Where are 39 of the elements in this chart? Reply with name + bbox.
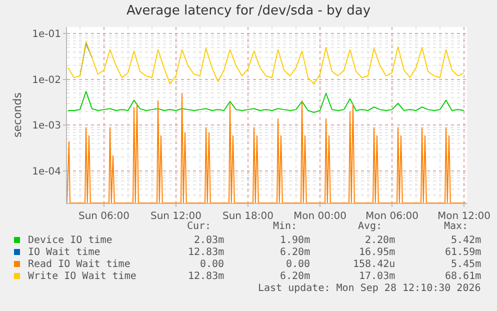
text: 17.03m [359, 271, 396, 282]
y-tick-label: 1e-04 [32, 166, 61, 178]
x-tick-label: Mon 06:00 [365, 211, 419, 222]
text: 12.83m [188, 271, 224, 282]
y-tick-label: 1e-02 [32, 74, 61, 86]
x-tick-label: Sun 12:00 [150, 211, 202, 222]
text: 6.20m [280, 247, 310, 258]
text: 2.03m [194, 235, 224, 246]
text: 5.45m [451, 259, 482, 270]
y-tick-label: 1e-03 [32, 120, 61, 132]
text: 6.20m [280, 271, 310, 282]
text: Last update: Mon Sep 28 12:10:30 2026 [258, 283, 481, 294]
y-tick-label: 1e-01 [32, 29, 61, 40]
text: 158.42u [353, 259, 396, 270]
legend-label: Device IO time [28, 235, 112, 246]
text: Max: [444, 221, 468, 232]
legend-label: Write IO Wait time [28, 271, 136, 282]
x-tick-label: Mon 12:00 [437, 211, 491, 222]
text: 12.83m [188, 247, 224, 258]
line-series [68, 90, 464, 113]
x-tick-label: Mon 00:00 [293, 211, 347, 222]
text: 68.61m [445, 271, 482, 282]
text: 0.00 [200, 259, 224, 270]
text: 5.42m [451, 235, 482, 246]
text: 61.59m [445, 247, 482, 258]
x-tick-label: Sun 18:00 [222, 211, 274, 222]
y-axis-title: seconds [10, 92, 24, 138]
text: 2.20m [365, 235, 396, 246]
line-series [68, 41, 464, 84]
text: 1.90m [280, 235, 310, 246]
legend-label: Read IO Wait time [28, 259, 130, 270]
text: Min: [273, 221, 298, 232]
text: Avg: [358, 221, 382, 232]
text: 16.95m [359, 247, 396, 258]
text: 0.00 [286, 259, 310, 270]
chart-title: Average latency for /dev/sda - by day [126, 4, 371, 19]
x-tick-label: Sun 06:00 [78, 211, 130, 222]
text: Cur: [187, 221, 212, 232]
legend-label: IO Wait time [28, 247, 100, 258]
